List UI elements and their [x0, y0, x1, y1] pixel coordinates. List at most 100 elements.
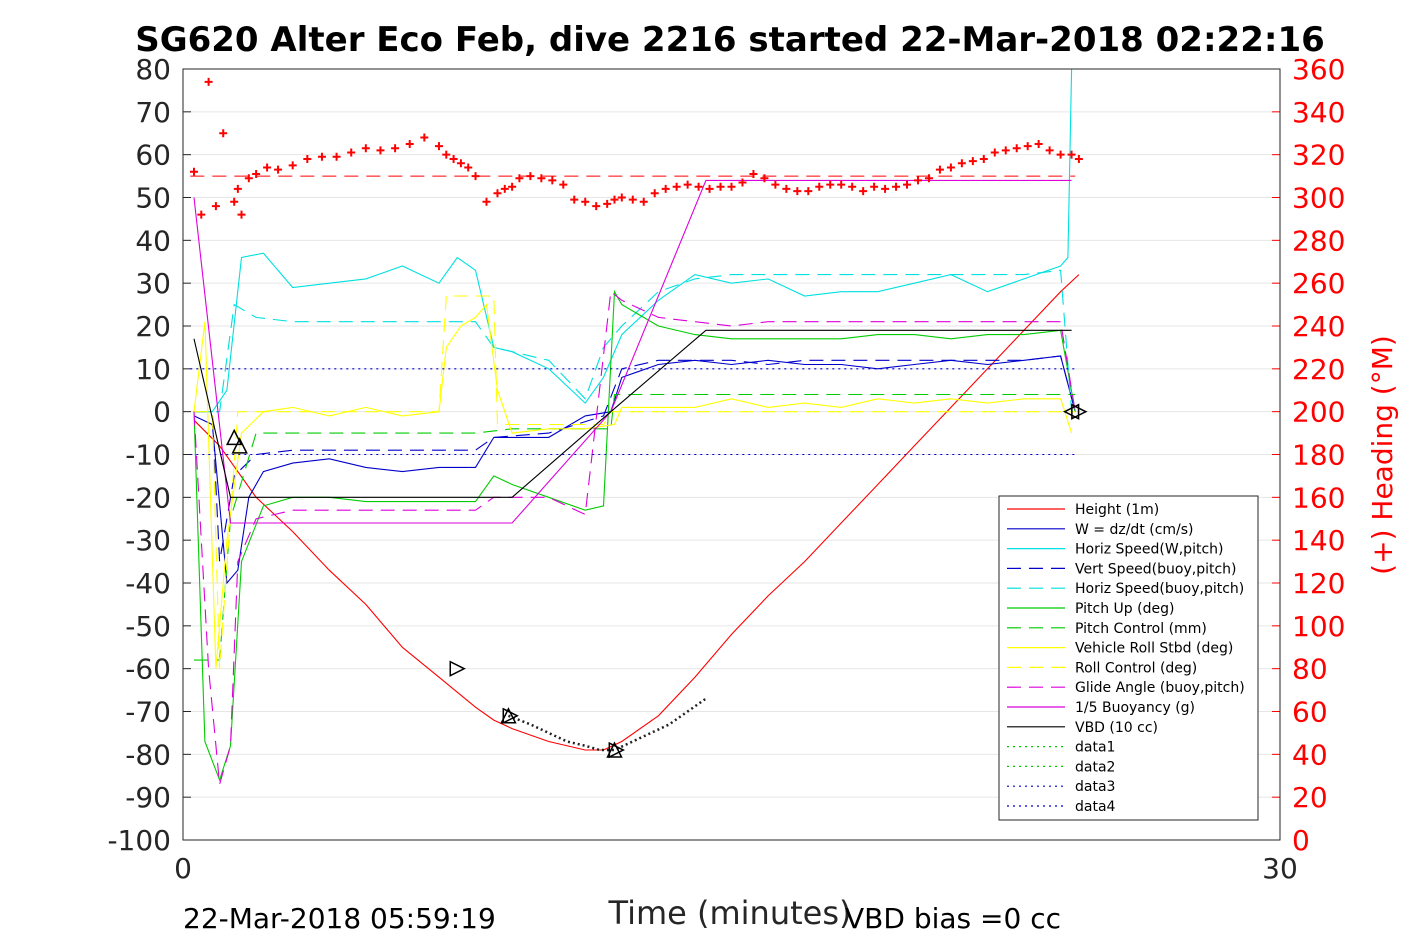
y2-tick-label: 280 [1292, 224, 1345, 257]
series-line-3 [194, 355, 1076, 562]
legend-entry: W = dz/dt (cm/s) [1075, 522, 1194, 538]
legend-entry: Horiz Speed(W,pitch) [1075, 542, 1223, 558]
heading-point [848, 182, 857, 191]
heading-point [727, 182, 736, 191]
heading-point [1067, 150, 1076, 159]
triangle-marker [500, 707, 517, 724]
series-line-5 [193, 289, 1076, 782]
y-tick-label: -30 [125, 524, 171, 557]
heading-point [197, 210, 206, 219]
series-line-8 [194, 295, 1076, 669]
triangle-marker [1071, 403, 1088, 420]
heading-point [581, 197, 590, 206]
heading-point [990, 148, 999, 157]
y2-tick-label: 320 [1292, 139, 1345, 172]
y-tick-label: -50 [125, 610, 171, 643]
heading-point [456, 159, 465, 168]
heading-point [405, 139, 414, 148]
heading-point [738, 178, 747, 187]
y2-tick-label: 140 [1292, 524, 1345, 557]
heading-point [548, 176, 557, 185]
y-tick-label: 70 [135, 96, 171, 129]
triangle-marker [606, 741, 623, 758]
heading-point [903, 180, 912, 189]
series-line-10 [193, 179, 1072, 524]
heading-point [493, 189, 502, 198]
heading-point [979, 154, 988, 163]
legend-box [998, 495, 1259, 821]
y2-tick-label: 0 [1292, 824, 1310, 857]
heading-point [913, 176, 922, 185]
heading-point [935, 165, 944, 174]
heading-point [1045, 146, 1054, 155]
heading-point [617, 193, 626, 202]
heading-point [705, 184, 714, 193]
triangle-marker [449, 660, 466, 677]
heading-point [804, 187, 813, 196]
y-tick-label: 40 [135, 224, 171, 257]
heading-point [793, 187, 802, 196]
legend-entry: Roll Control (deg) [1075, 660, 1197, 676]
y-tick-label: 80 [135, 53, 171, 86]
heading-point [946, 163, 955, 172]
heading-point [570, 195, 579, 204]
y2-tick-label: 80 [1292, 653, 1328, 686]
y2-tick-label: 340 [1292, 96, 1345, 129]
heading-point [500, 184, 509, 193]
axes-box [182, 68, 1281, 841]
heading-point [837, 180, 846, 189]
y-tick-label: 10 [135, 353, 171, 386]
heading-point [694, 182, 703, 191]
heading-point [434, 142, 443, 151]
heading-point [288, 161, 297, 170]
heading-point [924, 174, 933, 183]
heading-point [826, 180, 835, 189]
heading-point [471, 172, 480, 181]
y2-tick-label: 240 [1292, 310, 1345, 343]
chart-title: SG620 Alter Eco Feb, dive 2216 started 2… [135, 20, 1325, 60]
y2-tick-label: 60 [1292, 696, 1328, 729]
y-tick-label: -40 [125, 567, 171, 600]
heading-point [592, 202, 601, 211]
heading-point [211, 202, 220, 211]
heading-point [661, 184, 670, 193]
y-tick-label: -20 [125, 481, 171, 514]
heading-point [716, 182, 725, 191]
heading-point [442, 150, 451, 159]
series-line-2 [194, 68, 1073, 413]
series-line-4 [194, 269, 1073, 413]
heading-point [219, 129, 228, 138]
heading-point [508, 182, 517, 191]
heading-point [870, 182, 879, 191]
x-tick-label: 0 [174, 852, 192, 885]
heading-point [1001, 146, 1010, 155]
heading-point [782, 184, 791, 193]
y2-tick-label: 20 [1292, 781, 1328, 814]
y2-tick-label: 120 [1292, 567, 1345, 600]
x-axis-label: Time (minutes) [608, 894, 852, 932]
heading-point [347, 148, 356, 157]
heading-point [749, 169, 758, 178]
legend-entry: data3 [1075, 779, 1115, 795]
heading-point [332, 152, 341, 161]
heading-point [1012, 144, 1021, 153]
heading-point [464, 163, 473, 172]
legend-entry: Vehicle Roll Stbd (deg) [1075, 641, 1233, 657]
heading-point [892, 182, 901, 191]
y-tick-label: 50 [135, 182, 171, 215]
heading-point [610, 195, 619, 204]
series-line-6 [194, 393, 1076, 661]
y2-tick-label: 100 [1292, 610, 1345, 643]
y2-tick-label: 300 [1292, 182, 1345, 215]
triangle-marker [225, 428, 243, 446]
triangle-marker [608, 741, 625, 759]
legend-entry: Glide Angle (buoy,pitch) [1075, 680, 1245, 696]
heading-point [420, 133, 429, 142]
y2-tick-label: 360 [1292, 53, 1345, 86]
y2-axis-label: (+) Heading (°M) [1366, 335, 1399, 575]
y2-tick-label: 260 [1292, 267, 1345, 300]
y-tick-label: -90 [125, 781, 171, 814]
heading-point [1056, 150, 1065, 159]
heading-point [526, 172, 535, 181]
heading-point [233, 184, 242, 193]
